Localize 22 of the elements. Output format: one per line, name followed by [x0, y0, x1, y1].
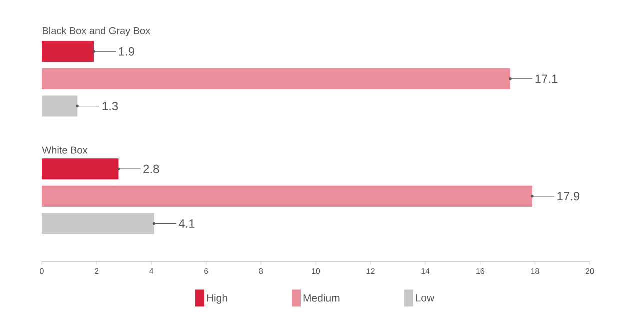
- data-label: 2.8: [144, 164, 160, 174]
- x-tick-label: 18: [531, 268, 540, 274]
- x-tick-label: 0: [40, 268, 44, 274]
- data-label: 17.1: [536, 74, 558, 84]
- x-tick-label: 14: [422, 268, 430, 274]
- x-tick-label: 4: [150, 268, 154, 274]
- legend-label: Low: [416, 294, 435, 302]
- legend-label: Medium: [304, 294, 340, 302]
- x-tick-label: 10: [312, 268, 320, 274]
- x-tick-label: 8: [259, 268, 264, 274]
- y-tick-label: White Box: [42, 146, 88, 154]
- y-tick-label: Black Box and Gray Box: [43, 27, 150, 36]
- data-label: 4.1: [178, 220, 195, 228]
- x-tick-label: 6: [204, 268, 208, 274]
- x-tick-label: 16: [476, 268, 484, 274]
- x-tick-label: 2: [94, 268, 99, 274]
- x-tick-label: 12: [366, 268, 375, 274]
- data-label: 1.3: [102, 102, 118, 111]
- data-label: 1.9: [119, 47, 134, 56]
- x-tick-label: 20: [586, 268, 594, 274]
- data-label: 17.9: [558, 192, 580, 201]
- legend-label: High: [207, 294, 228, 304]
